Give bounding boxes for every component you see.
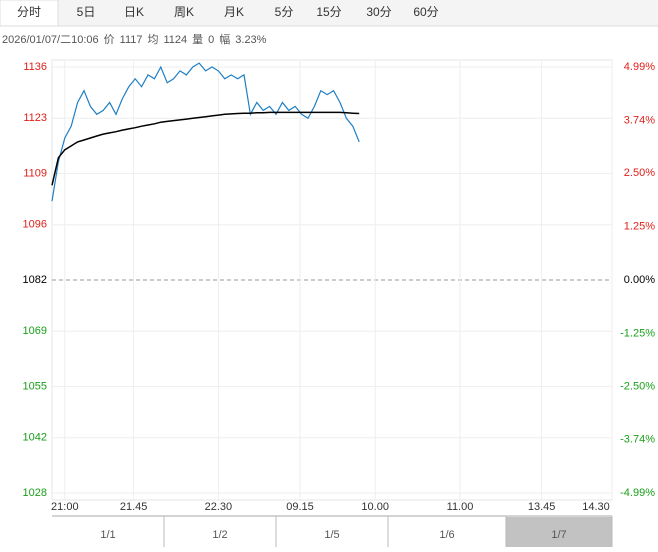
y2-tick-label: 2.50% bbox=[624, 167, 655, 179]
tab[interactable]: 周K bbox=[174, 5, 194, 19]
x-tick-label: 09.15 bbox=[286, 501, 314, 513]
info-text: 1117 bbox=[120, 34, 143, 46]
y2-tick-label: 0.00% bbox=[624, 274, 655, 286]
x-tick-label: 10.00 bbox=[361, 501, 389, 513]
y2-tick-label: -1.25% bbox=[620, 327, 655, 339]
x-tick-label: 14.30 bbox=[582, 501, 610, 513]
info-text: 1124 bbox=[163, 34, 187, 46]
x-tick-label: 13.45 bbox=[528, 501, 556, 513]
tab-active bbox=[0, 0, 59, 27]
y2-tick-label: -2.50% bbox=[620, 381, 655, 393]
y-tick-label: 1028 bbox=[23, 487, 47, 499]
y-tick-label: 1123 bbox=[23, 112, 47, 124]
info-text: 3.23% bbox=[235, 34, 266, 46]
info-text: 价 bbox=[104, 33, 115, 46]
info-text: 量 bbox=[192, 33, 203, 46]
info-text: 幅 bbox=[219, 33, 230, 46]
x-tick-label: 21:00 bbox=[51, 501, 79, 513]
y2-tick-label: -4.99% bbox=[620, 487, 655, 499]
x-tick-label: 11.00 bbox=[447, 501, 474, 513]
tab[interactable]: 月K bbox=[224, 5, 244, 19]
navigator-label[interactable]: 1/6 bbox=[439, 529, 454, 541]
navigator-label[interactable]: 1/1 bbox=[100, 529, 115, 541]
y-tick-label: 1069 bbox=[23, 325, 47, 337]
y-tick-label: 1096 bbox=[23, 219, 47, 231]
info-text: 0 bbox=[208, 34, 214, 46]
x-tick-label: 22.30 bbox=[205, 501, 233, 513]
navigator-label[interactable]: 1/5 bbox=[324, 529, 339, 541]
tab[interactable]: 30分 bbox=[366, 5, 391, 19]
tab[interactable]: 15分 bbox=[316, 5, 341, 19]
price-line bbox=[51, 111, 360, 186]
y-tick-label: 1109 bbox=[23, 167, 47, 179]
tab-bar bbox=[0, 0, 658, 26]
x-tick-label: 21.45 bbox=[120, 501, 148, 513]
navigator-label[interactable]: 1/2 bbox=[212, 529, 227, 541]
y2-tick-label: 1.25% bbox=[624, 221, 655, 233]
y2-tick-label: 3.74% bbox=[624, 114, 655, 126]
price-line bbox=[51, 62, 360, 202]
info-text: 均 bbox=[147, 33, 158, 46]
y2-tick-label: 4.99% bbox=[624, 61, 655, 73]
tab[interactable]: 分时 bbox=[17, 5, 41, 19]
y-tick-label: 1042 bbox=[23, 432, 47, 444]
tab[interactable]: 60分 bbox=[413, 5, 438, 19]
navigator-window[interactable] bbox=[506, 517, 612, 547]
y-tick-label: 1082 bbox=[23, 274, 47, 286]
y2-tick-label: -3.74% bbox=[620, 434, 655, 446]
y-tick-label: 1136 bbox=[23, 61, 47, 73]
info-text: 2026/01/07/二10:06 bbox=[2, 34, 99, 46]
tab[interactable]: 5日 bbox=[77, 5, 96, 19]
tab[interactable]: 日K bbox=[124, 5, 144, 19]
tab[interactable]: 5分 bbox=[275, 5, 294, 19]
navigator-label[interactable]: 1/7 bbox=[551, 529, 566, 541]
y-tick-label: 1055 bbox=[23, 380, 47, 392]
